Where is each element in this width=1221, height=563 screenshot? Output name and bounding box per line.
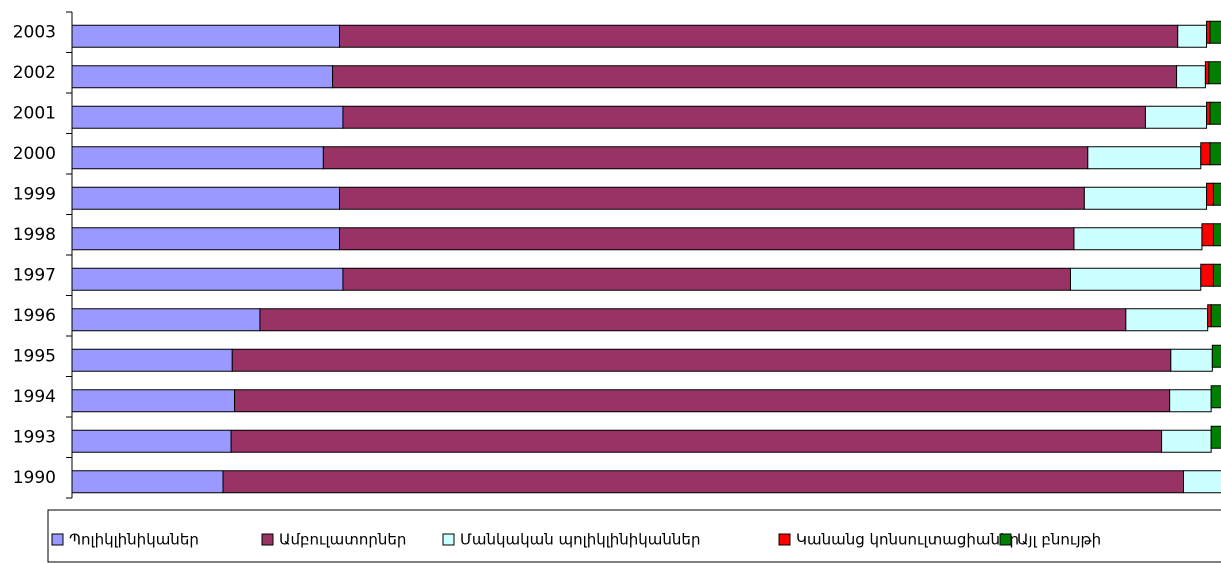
bar-segment xyxy=(1200,142,1211,166)
bar-segment xyxy=(1206,20,1211,44)
bar-segment xyxy=(1169,389,1212,413)
bar-segment xyxy=(71,65,334,89)
legend-box xyxy=(47,509,1221,563)
bar-segment xyxy=(1200,263,1214,287)
legend-swatch xyxy=(999,533,1012,546)
bar-segment xyxy=(1177,24,1208,48)
y-tick-label: 1999 xyxy=(13,184,56,204)
bar-segment xyxy=(1210,304,1221,328)
y-tick-label: 2003 xyxy=(13,22,56,42)
bar-segment xyxy=(1087,146,1202,170)
bar-segment xyxy=(1206,182,1214,206)
bar-segment xyxy=(1170,348,1213,372)
bar-segment xyxy=(1210,425,1221,449)
bar-segment xyxy=(342,105,1146,129)
bar-segment xyxy=(1206,101,1211,125)
bar-segment xyxy=(1182,470,1221,494)
bar-segment xyxy=(338,24,1179,48)
bar-segment xyxy=(1208,61,1221,85)
legend: Պոլիկլինիկաներ Ամբուլատորներ Մանկական պոլի… xyxy=(51,531,1101,549)
y-tick-label: 1996 xyxy=(13,306,56,326)
y-tick-label: 2002 xyxy=(13,63,56,83)
bar-segment xyxy=(230,429,1163,453)
bar-segment xyxy=(71,186,340,210)
y-tick-label: 2001 xyxy=(13,103,56,123)
bar-segment xyxy=(1210,385,1221,409)
y-tick-label: 2000 xyxy=(13,144,56,164)
bar-segment xyxy=(1083,186,1208,210)
bar-segment xyxy=(71,348,233,372)
bar-segment xyxy=(338,227,1075,251)
legend-label: Մանկական պոլիկլինիկաններ xyxy=(460,531,700,549)
legend-swatch xyxy=(778,533,791,546)
bar-segment xyxy=(1212,263,1221,287)
y-tick-label: 1990 xyxy=(13,468,56,488)
bar-segment xyxy=(71,105,344,129)
bar-segment xyxy=(1125,308,1209,332)
bar-segment xyxy=(338,186,1085,210)
bar-segment xyxy=(71,429,232,453)
bar-segment xyxy=(231,348,1172,372)
bar-segment xyxy=(71,227,340,251)
y-tick-label: 1997 xyxy=(13,265,56,285)
bar-segment xyxy=(1212,182,1221,206)
y-tick-label: 1994 xyxy=(13,387,56,407)
bar-segment xyxy=(342,267,1071,291)
bar-segment xyxy=(71,146,324,170)
bar-segment xyxy=(234,389,1171,413)
bar-segment xyxy=(71,267,344,291)
bar-segment xyxy=(1144,105,1208,129)
bar-segment xyxy=(1069,267,1202,291)
legend-swatch xyxy=(51,533,64,546)
legend-swatch xyxy=(261,533,274,546)
bar-segment xyxy=(1073,227,1203,251)
bar-segment xyxy=(1212,223,1221,247)
legend-label: Այլ բնույթի xyxy=(1017,531,1101,549)
bar-segment xyxy=(1204,61,1210,85)
bar-segment xyxy=(71,24,340,48)
bar-segment xyxy=(1209,20,1221,44)
bar-segment xyxy=(1176,65,1206,89)
y-tick-label: 1998 xyxy=(13,225,56,245)
legend-label: Կանանց կոնսուլտացիաներ xyxy=(796,531,1019,549)
y-tick-label: 1995 xyxy=(13,346,56,366)
bar-segment xyxy=(1201,223,1214,247)
bar-segment xyxy=(222,470,1184,494)
y-tick-label: 1993 xyxy=(13,427,56,447)
bar-segment xyxy=(1161,429,1212,453)
bar-segment xyxy=(71,470,224,494)
bar-segment xyxy=(71,308,261,332)
bar-segment xyxy=(259,308,1127,332)
bar-segment xyxy=(332,65,1178,89)
bar-segment xyxy=(1209,142,1221,166)
bar-segment xyxy=(1211,344,1221,368)
legend-label: Ամբուլատորներ xyxy=(279,531,406,549)
bar-segment xyxy=(322,146,1089,170)
legend-label: Պոլիկլինիկաներ xyxy=(69,531,199,549)
bar-segment xyxy=(71,389,236,413)
legend-swatch xyxy=(442,533,455,546)
bar-segment xyxy=(1207,304,1212,328)
bar-segment xyxy=(1209,101,1221,125)
